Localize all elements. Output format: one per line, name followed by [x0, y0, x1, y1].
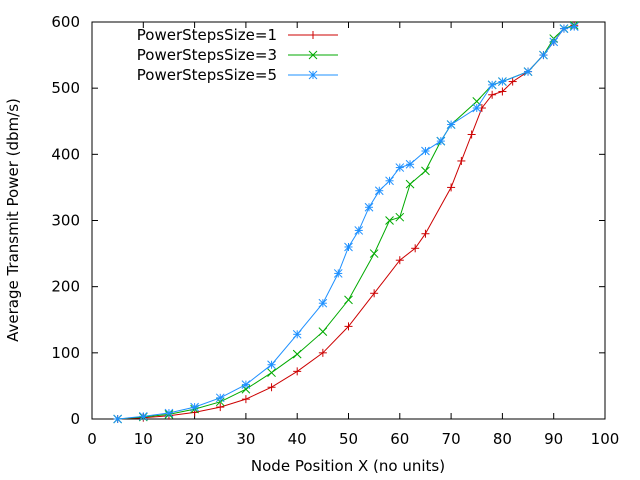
x-tick-label: 80 — [493, 430, 512, 448]
data-point — [385, 176, 394, 186]
data-point — [344, 242, 353, 252]
y-axis-label: Average Transmit Power (dbm/s) — [4, 98, 22, 342]
data-point — [318, 298, 328, 308]
data-point — [539, 50, 548, 60]
data-point — [309, 31, 317, 39]
y-tick-label: 400 — [51, 145, 80, 163]
data-point — [421, 229, 430, 238]
data-point — [421, 166, 430, 176]
data-point — [267, 368, 276, 378]
legend-item: PowerStepsSize=5 — [137, 66, 338, 84]
data-point — [308, 50, 318, 60]
legend-item: PowerStepsSize=1 — [137, 26, 338, 44]
data-point — [487, 80, 497, 90]
x-tick-label: 0 — [87, 430, 97, 448]
data-point — [395, 163, 405, 172]
series-layer — [113, 20, 579, 424]
x-tick-label: 10 — [134, 430, 153, 448]
data-point — [467, 130, 476, 139]
x-tick-label: 20 — [185, 430, 204, 448]
data-point — [374, 186, 384, 196]
data-point — [569, 22, 579, 31]
data-point — [508, 77, 517, 86]
y-tick-label: 500 — [51, 79, 80, 97]
y-tick-label: 600 — [51, 13, 80, 31]
data-point — [292, 349, 302, 359]
data-point — [344, 322, 353, 331]
data-point — [354, 226, 364, 235]
series-line — [117, 26, 575, 420]
y-tick-label: 300 — [51, 212, 80, 230]
legend-label: PowerStepsSize=5 — [137, 66, 277, 84]
data-point — [364, 202, 374, 212]
data-point — [405, 179, 415, 189]
x-tick-label: 70 — [442, 430, 461, 448]
data-point — [498, 77, 507, 86]
y-tick-label: 200 — [51, 278, 80, 296]
x-tick-label: 30 — [236, 430, 255, 448]
legend-item: PowerStepsSize=3 — [137, 46, 338, 64]
data-point — [436, 136, 446, 146]
data-point — [344, 295, 353, 305]
data-point — [370, 289, 379, 298]
data-point — [457, 156, 466, 165]
x-tick-label: 40 — [288, 430, 307, 448]
x-tick-label: 50 — [339, 430, 358, 448]
data-point — [446, 120, 456, 129]
data-point — [498, 87, 507, 96]
y-tick-label: 0 — [70, 410, 80, 428]
data-point — [215, 393, 225, 403]
data-point — [421, 146, 430, 156]
x-axis-label: Node Position X (no units) — [251, 457, 445, 475]
data-point — [293, 367, 302, 376]
data-point — [385, 216, 394, 225]
data-point — [267, 383, 276, 392]
data-point — [411, 244, 420, 253]
data-point — [318, 348, 327, 357]
data-point — [318, 327, 328, 337]
data-point — [523, 67, 533, 76]
data-point — [241, 395, 250, 404]
x-tick-label: 90 — [544, 430, 563, 448]
data-point — [559, 24, 569, 33]
data-point — [164, 408, 174, 418]
x-tick-label: 60 — [390, 430, 409, 448]
data-point — [292, 329, 302, 339]
data-point — [488, 90, 497, 99]
series-3 — [113, 22, 579, 424]
series-line — [117, 24, 575, 420]
x-axis-ticks: 0 10 20 30 40 50 60 70 80 90 100 — [87, 22, 619, 448]
data-point — [549, 37, 559, 47]
legend: PowerStepsSize=1 PowerStepsSize=3 PowerSte… — [137, 26, 338, 84]
data-point — [190, 402, 199, 412]
legend-label: PowerStepsSize=1 — [137, 26, 277, 44]
data-point — [333, 269, 343, 278]
data-point — [472, 103, 482, 113]
y-axis-ticks: 0 100 200 300 400 500 600 — [51, 13, 605, 428]
x-tick-label: 100 — [591, 430, 620, 448]
legend-label: PowerStepsSize=3 — [137, 46, 277, 64]
data-point — [308, 70, 318, 80]
data-point — [241, 380, 251, 389]
data-point — [267, 360, 276, 370]
data-point — [447, 183, 456, 192]
data-point — [395, 256, 404, 265]
data-point — [216, 403, 225, 412]
data-point — [138, 411, 148, 421]
y-tick-label: 100 — [51, 344, 80, 362]
data-point — [405, 159, 415, 169]
data-point — [369, 249, 379, 258]
data-point — [113, 414, 123, 424]
data-point — [395, 212, 405, 222]
